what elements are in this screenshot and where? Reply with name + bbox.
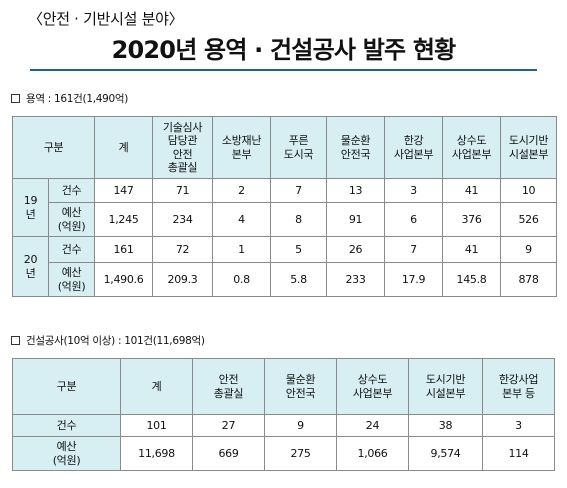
section-subtitle: 〈안전 · 기반시설 분야〉 <box>28 10 184 28</box>
construction-heading: 건설공사(10억 이상) : 101건(11,698억) <box>11 333 205 348</box>
row-label: 건수 <box>12 414 121 437</box>
table-cell: 11,698 <box>120 436 193 471</box>
services-header-row: 구분 계 기술심사 담당관 안전 총괄실 소방재난 본부 푸른 도시국 물순환 … <box>11 116 558 179</box>
table-cell: 27 <box>192 414 265 437</box>
year-20-label: 20 년 <box>12 236 49 297</box>
row-label: 건수 <box>47 236 96 263</box>
table-cell: 26 <box>326 236 386 263</box>
checkbox-square-icon <box>11 336 20 345</box>
table-cell: 0.8 <box>212 262 272 297</box>
table-cell: 72 <box>152 236 214 263</box>
table-cell: 114 <box>482 436 555 471</box>
row-label: 예산 (억원) <box>47 262 96 297</box>
header-water-circulation: 물순환 안전국 <box>264 358 337 415</box>
header-safety: 안전 총괄실 <box>192 358 265 415</box>
table-row: 예산 (억원) 1,245 234 4 8 91 6 376 526 <box>13 202 558 237</box>
construction-heading-text: 건설공사(10억 이상) : 101건(11,698억) <box>26 335 205 347</box>
row-label: 예산 (억원) <box>12 436 121 471</box>
table-cell: 5.8 <box>270 262 328 297</box>
table-cell: 1,490.6 <box>94 262 154 297</box>
table-cell: 41 <box>442 236 502 263</box>
table-cell: 161 <box>94 236 154 263</box>
table-cell: 17.9 <box>384 262 444 297</box>
table-row: 예산 (억원) 1,490.6 209.3 0.8 5.8 233 17.9 1… <box>13 262 558 297</box>
table-cell: 71 <box>152 178 214 203</box>
table-cell: 7 <box>384 236 444 263</box>
header-urban-infra: 도시기반 시설본부 <box>500 116 558 179</box>
table-cell: 669 <box>192 436 265 471</box>
table-row: 19 년 건수 147 71 2 7 13 3 41 10 <box>12 178 558 237</box>
header-hangang-etc: 한강사업 본부 등 <box>482 358 555 415</box>
header-total: 계 <box>94 116 154 179</box>
construction-table: 구분 계 안전 총괄실 물순환 안전국 상수도 사업본부 도시기반 시설본부 한… <box>12 358 555 471</box>
table-cell: 9,574 <box>408 436 483 471</box>
table-cell: 5 <box>270 236 328 263</box>
table-cell: 878 <box>500 262 558 297</box>
checkbox-square-icon <box>11 94 20 103</box>
table-cell: 376 <box>442 202 502 237</box>
table-cell: 91 <box>326 202 386 237</box>
header-gubun: 구분 <box>12 358 121 415</box>
row-label: 예산 (억원) <box>47 202 96 237</box>
table-cell: 147 <box>94 178 154 203</box>
table-cell: 3 <box>384 178 444 203</box>
table-cell: 233 <box>326 262 386 297</box>
table-cell: 275 <box>264 436 337 471</box>
header-water-circulation: 물순환 안전국 <box>326 116 386 179</box>
table-cell: 41 <box>442 178 502 203</box>
table-cell: 1,066 <box>336 436 409 471</box>
header-green-city: 푸른 도시국 <box>270 116 328 179</box>
table-cell: 209.3 <box>152 262 214 297</box>
row-label: 건수 <box>47 178 96 203</box>
table-row: 20 년 건수 161 72 1 5 26 7 41 9 <box>12 236 558 297</box>
table-cell: 4 <box>212 202 272 237</box>
header-waterworks: 상수도 사업본부 <box>336 358 409 415</box>
table-row: 건수 101 27 9 24 38 3 <box>12 414 555 437</box>
construction-header-row: 구분 계 안전 총괄실 물순환 안전국 상수도 사업본부 도시기반 시설본부 한… <box>12 358 555 415</box>
table-cell: 101 <box>120 414 193 437</box>
page-title: 2020년 용역 · 건설공사 발주 현황 <box>111 36 457 64</box>
header-urban-infra: 도시기반 시설본부 <box>408 358 483 415</box>
table-cell: 38 <box>408 414 483 437</box>
table-row: 예산 (억원) 11,698 669 275 1,066 9,574 114 <box>12 436 555 471</box>
table-cell: 9 <box>264 414 337 437</box>
table-cell: 10 <box>500 178 558 203</box>
table-cell: 13 <box>326 178 386 203</box>
services-heading-text: 용역 : 161건(1,490억) <box>26 93 129 105</box>
table-cell: 24 <box>336 414 409 437</box>
services-heading: 용역 : 161건(1,490억) <box>11 91 128 106</box>
table-cell: 6 <box>384 202 444 237</box>
table-cell: 526 <box>500 202 558 237</box>
header-waterworks: 상수도 사업본부 <box>442 116 502 179</box>
header-total: 계 <box>120 358 193 415</box>
table-cell: 9 <box>500 236 558 263</box>
header-hangang: 한강 사업본부 <box>384 116 444 179</box>
title-underline <box>30 69 537 71</box>
table-cell: 2 <box>212 178 272 203</box>
header-gubun: 구분 <box>11 116 96 179</box>
table-cell: 8 <box>270 202 328 237</box>
table-cell: 3 <box>482 414 555 437</box>
table-cell: 145.8 <box>442 262 502 297</box>
table-cell: 234 <box>152 202 214 237</box>
services-table: 구분 계 기술심사 담당관 안전 총괄실 소방재난 본부 푸른 도시국 물순환 … <box>11 116 558 297</box>
header-tech-review: 기술심사 담당관 안전 총괄실 <box>152 116 214 179</box>
header-fire-disaster: 소방재난 본부 <box>212 116 272 179</box>
table-cell: 7 <box>270 178 328 203</box>
table-cell: 1 <box>212 236 272 263</box>
table-cell: 1,245 <box>94 202 154 237</box>
year-19-label: 19 년 <box>12 178 49 237</box>
